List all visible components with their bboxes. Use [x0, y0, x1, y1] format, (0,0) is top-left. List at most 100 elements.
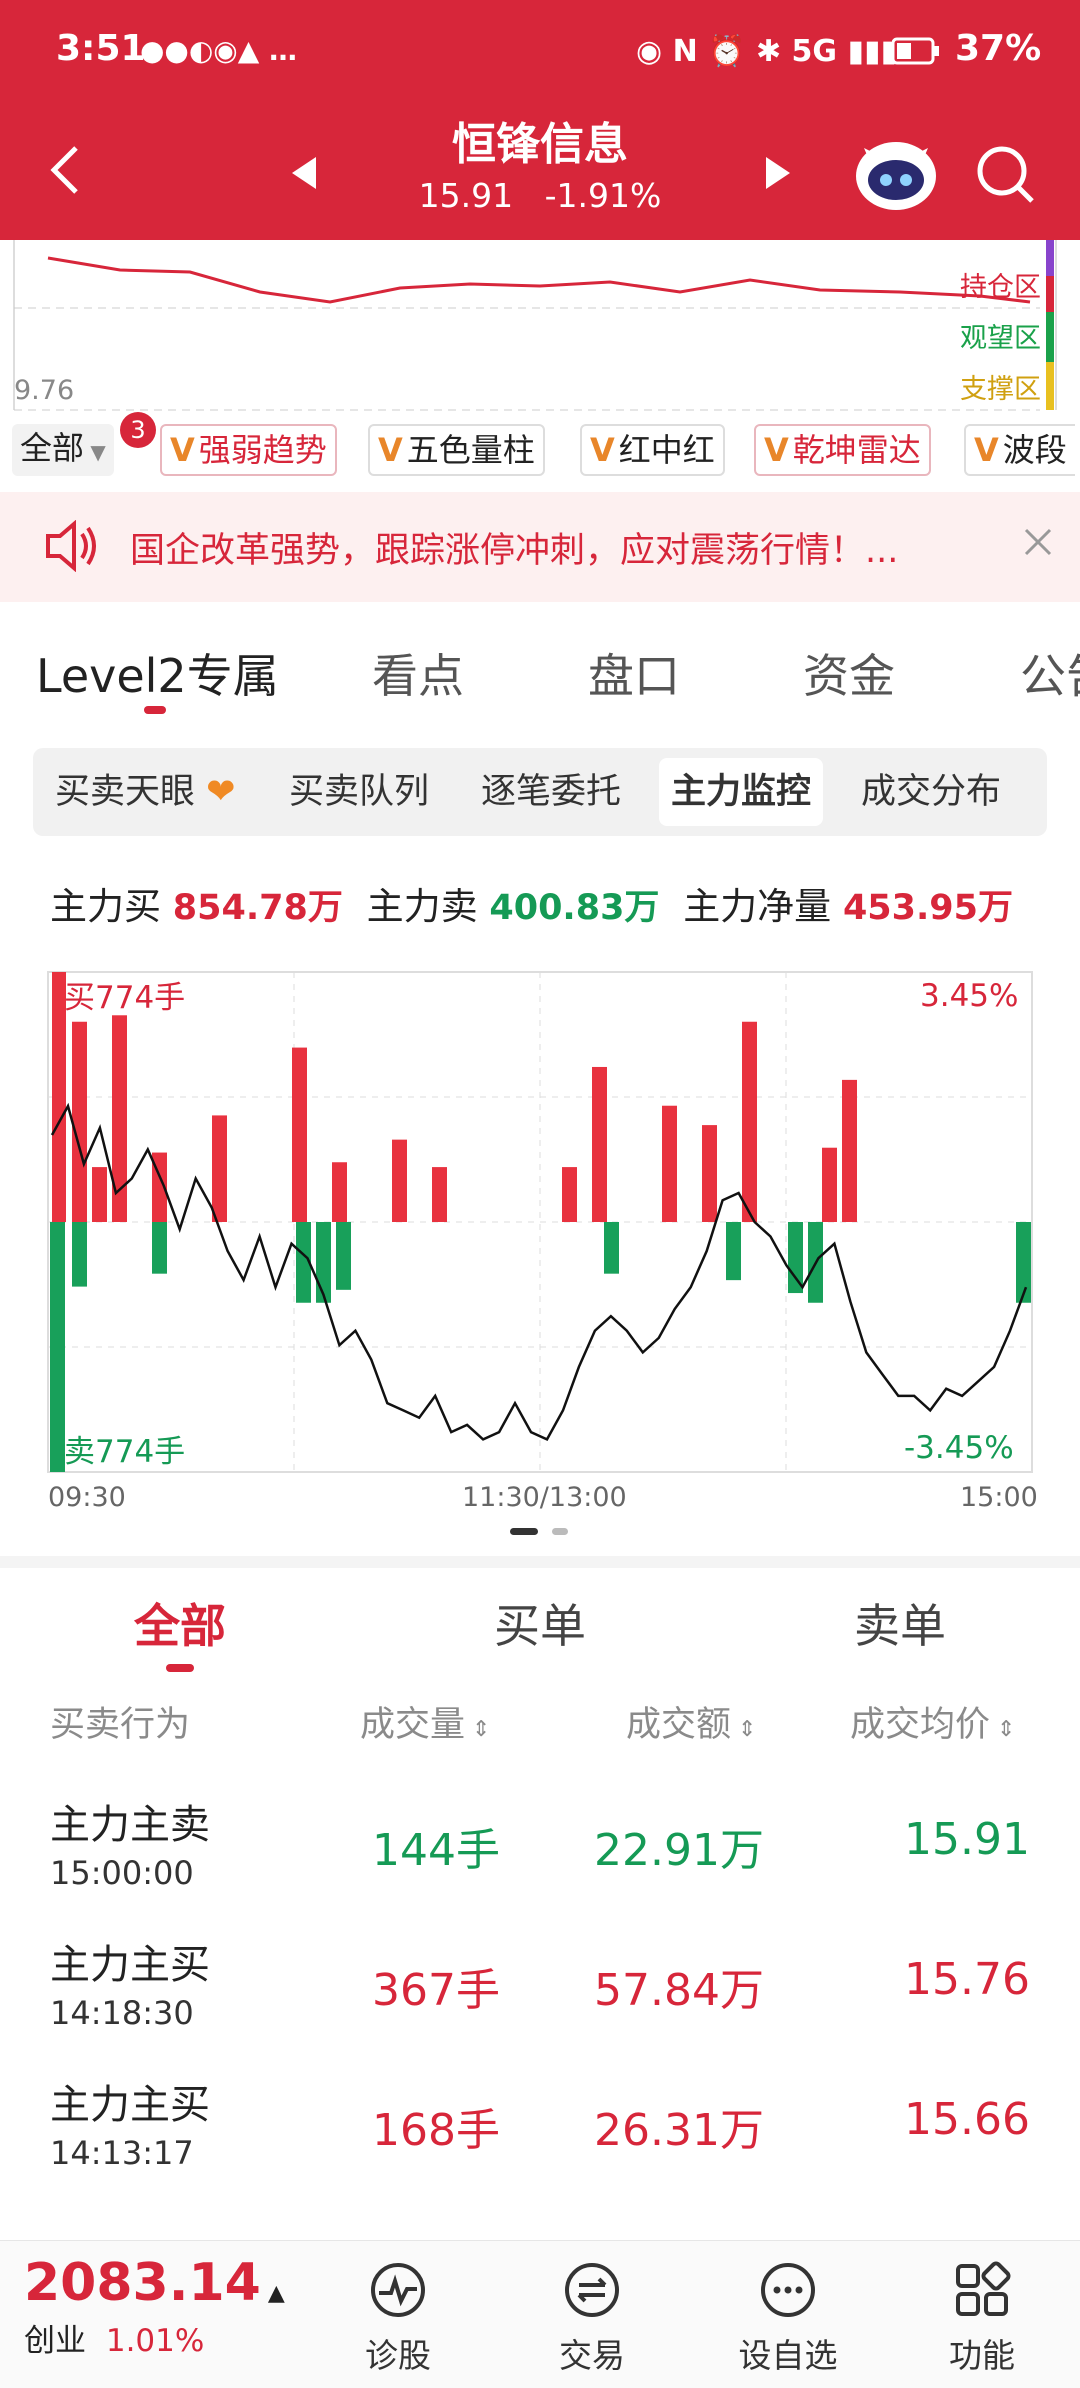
main-buy-label: 主力买: [50, 885, 161, 928]
table-row[interactable]: 主力主买 14:18:30 367手 57.84万 15.76: [0, 1932, 1080, 2072]
tab-highlights[interactable]: 看点: [372, 649, 464, 703]
notification-icons: ●●◐◉▲ …: [140, 34, 298, 67]
row-action: 主力主买: [50, 2082, 210, 2128]
chip-five-color-volume-label: 五色量柱: [406, 431, 535, 469]
stock-change: -1.91%: [544, 176, 662, 215]
row-avg-price: 15.76: [904, 1954, 1030, 2005]
next-stock-icon[interactable]: [762, 155, 792, 195]
buy-bar: [842, 1079, 857, 1222]
row-action: 主力主买: [50, 1942, 210, 1988]
buy-bar: [52, 972, 66, 1222]
buy-bar: [332, 1162, 347, 1222]
diagnose-icon: [371, 2263, 425, 2317]
up-arrow-icon: ▲: [260, 2281, 285, 2306]
banner-text: 国企改革强势，跟踪涨停冲刺，应对震荡行情！...: [130, 531, 899, 571]
more-dots-icon: [761, 2263, 815, 2317]
col-amount: 成交额: [626, 1705, 732, 1745]
chip-red-middle-red-label: 红中红: [618, 431, 715, 469]
segment-sky-eye[interactable]: 买卖天眼 ❤: [43, 758, 247, 826]
buy-bar: [742, 1021, 757, 1222]
system-icons: ◉ N ⏰ ✱ 5G ▮▮▮: [636, 34, 898, 69]
chart-buy-scale-label: 买774手: [64, 980, 186, 1016]
list-tab-buy[interactable]: 买单: [494, 1599, 586, 1653]
col-volume-sort[interactable]: 成交量 ⇕: [360, 1696, 490, 1747]
indicator-count-badge: 3: [120, 412, 156, 448]
trade-icon: [565, 2263, 619, 2317]
table-row[interactable]: 主力主买 14:13:17 168手 26.31万 15.66: [0, 2072, 1080, 2212]
sell-bar: [336, 1222, 351, 1290]
page-dot: [552, 1528, 568, 1535]
row-time: 15:00:00: [50, 1854, 194, 1892]
chip-wave-band[interactable]: V 波段: [964, 424, 1075, 476]
buy-bar: [92, 1167, 107, 1222]
x-tick-midday: 11:30/13:00: [462, 1482, 627, 1513]
nav-functions-label: 功能: [949, 2336, 1015, 2375]
tab-capital[interactable]: 资金: [803, 649, 895, 703]
buy-bar: [112, 1015, 127, 1222]
col-avg-price: 成交均价: [850, 1705, 991, 1745]
nav-watchlist[interactable]: 设自选: [718, 2261, 858, 2377]
sell-bar: [316, 1222, 331, 1303]
chart-top-pct-label: 3.45%: [920, 978, 1019, 1014]
zone-hold: 持仓区: [960, 272, 1041, 303]
stock-price: 15.91: [418, 176, 514, 215]
chip-qiankun-radar-label: 乾坤雷达: [792, 431, 921, 469]
row-avg-price: 15.66: [904, 2094, 1030, 2145]
list-tabs: 全部 买单 卖单: [0, 1580, 1080, 1680]
list-tab-sell[interactable]: 卖单: [854, 1599, 946, 1653]
col-amount-sort[interactable]: 成交额 ⇕: [626, 1696, 756, 1747]
segment-trade-distribution[interactable]: 成交分布: [861, 772, 1002, 812]
top-chart-svg: [13, 240, 1057, 411]
sell-bar: [152, 1222, 167, 1274]
indicator-all-dropdown[interactable]: 全部 ▼: [12, 424, 114, 476]
buy-bar: [702, 1125, 717, 1222]
nav-diagnose[interactable]: 诊股: [328, 2261, 468, 2377]
bottom-bar: 2083.14 ▲ 创业 1.01% 诊股 交易 设自选 功能: [0, 2240, 1080, 2388]
table-header: 买卖行为 成交量 ⇕ 成交额 ⇕ 成交均价 ⇕: [0, 1696, 1080, 1756]
tab-announcements[interactable]: 公告: [1020, 649, 1080, 703]
chip-red-middle-red[interactable]: V 红中红: [580, 424, 725, 476]
chip-five-color-volume[interactable]: V 五色量柱: [368, 424, 545, 476]
segment-tick-orders[interactable]: 逐笔委托: [481, 772, 622, 812]
indicator-row: 全部 ▼ 3 V 强弱趋势 V 五色量柱 V 红中红 V 乾坤雷达 V 波段: [0, 412, 1080, 478]
col-avg-price-sort[interactable]: 成交均价 ⇕: [850, 1696, 1015, 1747]
main-buy-value: 854.78万: [172, 888, 343, 928]
list-tab-all[interactable]: 全部: [134, 1599, 226, 1653]
segment-main-monitor[interactable]: 主力监控: [659, 758, 824, 826]
chip-qiankun-radar[interactable]: V 乾坤雷达: [754, 424, 931, 476]
row-avg-price: 15.91: [904, 1814, 1030, 1865]
buy-bar: [822, 1147, 837, 1222]
chip-strength-trend[interactable]: V 强弱趋势: [160, 424, 337, 476]
nav-functions[interactable]: 功能: [912, 2261, 1052, 2377]
segment-queue[interactable]: 买卖队列: [289, 772, 430, 812]
zone-watch: 观望区: [960, 323, 1041, 354]
x-tick-open: 09:30: [48, 1482, 126, 1513]
main-sell-value: 400.83万: [489, 888, 660, 928]
stock-title: 恒锋信息: [452, 119, 628, 170]
row-time: 14:13:17: [50, 2134, 194, 2172]
nav-diagnose-label: 诊股: [365, 2336, 431, 2375]
vip-heart-icon: ❤: [195, 772, 236, 812]
chip-strength-trend-label: 强弱趋势: [198, 431, 327, 469]
buy-bar: [292, 1047, 307, 1222]
buy-bar: [592, 1066, 607, 1222]
tab-level2[interactable]: Level2专属: [36, 649, 279, 703]
index-change: 1.01%: [105, 2323, 205, 2359]
nav-trade[interactable]: 交易: [522, 2261, 662, 2377]
close-icon[interactable]: [1022, 526, 1054, 562]
index-ticker[interactable]: 2083.14 ▲ 创业 1.01%: [24, 2253, 285, 2360]
sell-bar: [726, 1222, 741, 1281]
robot-assistant-icon[interactable]: [850, 130, 942, 218]
tab-order-book[interactable]: 盘口: [588, 649, 680, 703]
section-divider: [0, 1556, 1080, 1568]
search-icon[interactable]: [976, 145, 1036, 209]
table-row[interactable]: 主力主卖 15:00:00 144手 22.91万 15.91: [0, 1792, 1080, 1932]
main-monitor-chart: 买774手 卖774手 3.45% -3.45% 09:30 11:30/13:…: [0, 960, 1080, 1520]
sell-bar: [72, 1222, 87, 1287]
col-action: 买卖行为: [50, 1705, 191, 1745]
row-volume: 367手: [372, 1965, 500, 2016]
promo-banner[interactable]: 国企改革强势，跟踪涨停冲刺，应对震荡行情！...: [0, 492, 1080, 602]
prev-stock-icon[interactable]: [290, 155, 320, 195]
back-icon[interactable]: [46, 140, 86, 204]
main-net-value: 453.95万: [842, 888, 1014, 928]
